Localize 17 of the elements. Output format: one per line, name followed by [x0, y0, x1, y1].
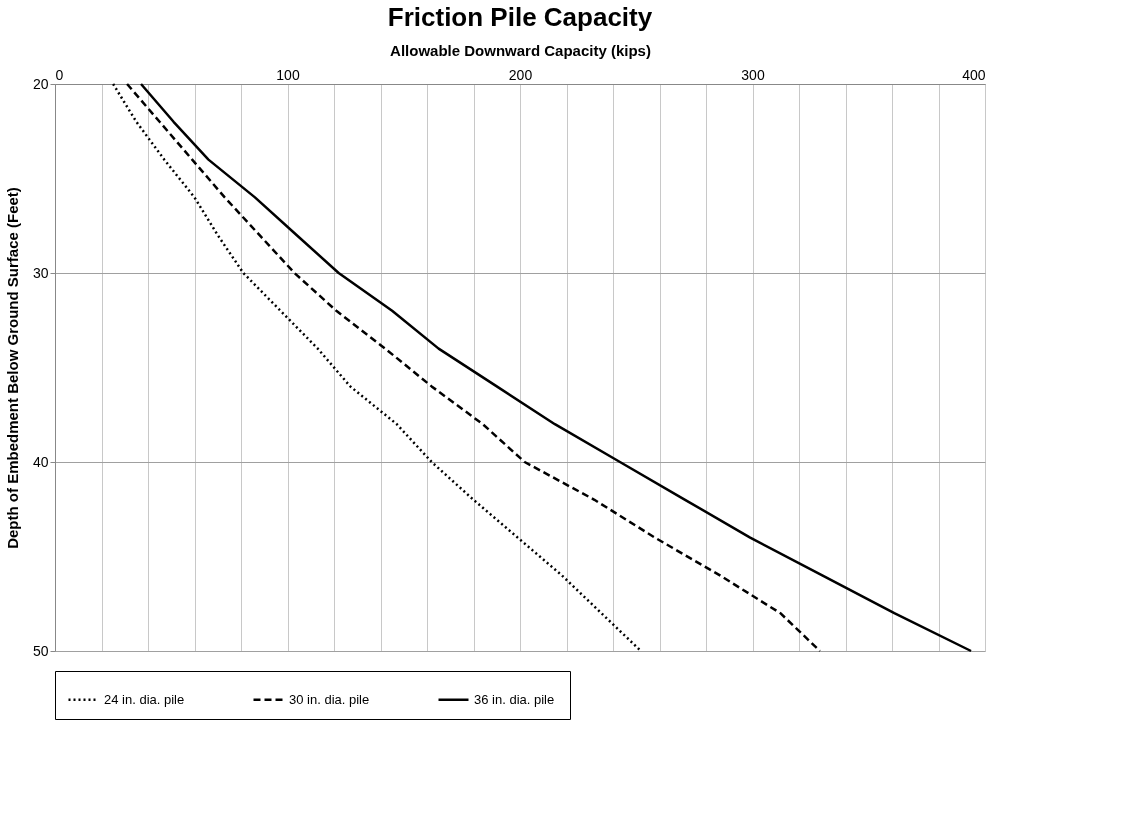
- x-axis-title: Allowable Downward Capacity (kips): [390, 41, 651, 59]
- x-tick-label: 200: [508, 66, 533, 83]
- x-tick-label: 100: [276, 66, 300, 83]
- chart-title: Friction Pile Capacity: [387, 2, 653, 32]
- y-tick-label: 50: [32, 642, 49, 659]
- legend-label: 36 in. dia. pile: [474, 691, 555, 707]
- line-series: [139, 82, 973, 653]
- x-tick-label: 300: [741, 66, 765, 83]
- y-tick-label: 40: [32, 453, 49, 470]
- x-tick-label: 0: [55, 66, 64, 83]
- legend-label: 30 in. dia. pile: [289, 691, 370, 707]
- y-axis-title: Depth of Embedment Below Ground Surface (Feet): [3, 187, 21, 549]
- line-series: [111, 82, 643, 653]
- x-tick-label: 400: [962, 66, 986, 83]
- legend-label: 24 in. dia. pile: [104, 691, 185, 707]
- y-tick-label: 30: [32, 264, 49, 281]
- y-tick-label: 20: [32, 75, 49, 92]
